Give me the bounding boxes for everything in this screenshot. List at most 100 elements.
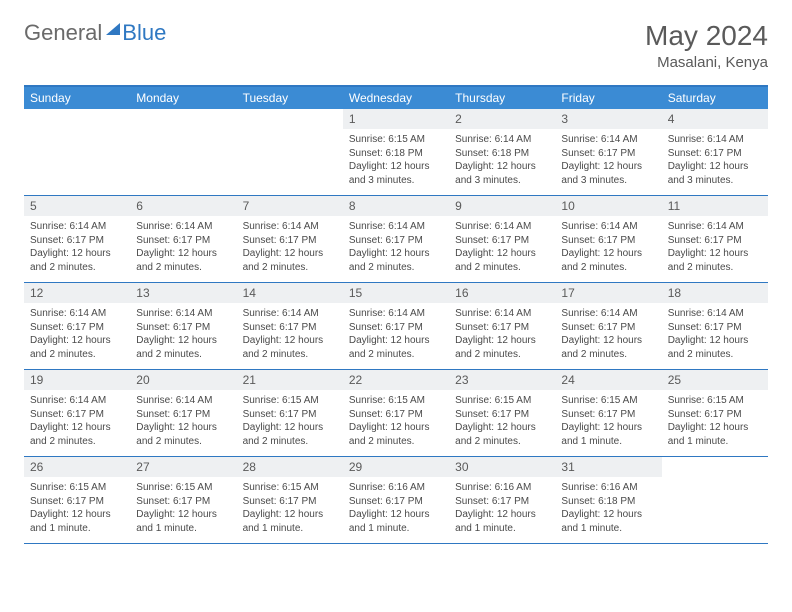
daylight-text: Daylight: 12 hours and 2 minutes. (349, 334, 443, 361)
sunrise-text: Sunrise: 6:15 AM (349, 394, 443, 408)
sunset-text: Sunset: 6:17 PM (561, 321, 655, 335)
day-content: Sunrise: 6:14 AMSunset: 6:17 PMDaylight:… (555, 216, 661, 280)
sunrise-text: Sunrise: 6:14 AM (243, 307, 337, 321)
daylight-text: Daylight: 12 hours and 2 minutes. (455, 421, 549, 448)
sunset-text: Sunset: 6:17 PM (349, 234, 443, 248)
sunset-text: Sunset: 6:17 PM (668, 321, 762, 335)
day-cell: 21Sunrise: 6:15 AMSunset: 6:17 PMDayligh… (237, 370, 343, 456)
daylight-text: Daylight: 12 hours and 2 minutes. (455, 247, 549, 274)
sunrise-text: Sunrise: 6:14 AM (455, 307, 549, 321)
day-content: Sunrise: 6:14 AMSunset: 6:17 PMDaylight:… (662, 216, 768, 280)
day-number: 9 (449, 196, 555, 216)
daylight-text: Daylight: 12 hours and 2 minutes. (561, 247, 655, 274)
day-cell: 16Sunrise: 6:14 AMSunset: 6:17 PMDayligh… (449, 283, 555, 369)
sunrise-text: Sunrise: 6:14 AM (136, 307, 230, 321)
day-number: 1 (343, 109, 449, 129)
sunset-text: Sunset: 6:17 PM (455, 408, 549, 422)
daylight-text: Daylight: 12 hours and 2 minutes. (349, 247, 443, 274)
day-content: Sunrise: 6:14 AMSunset: 6:17 PMDaylight:… (555, 303, 661, 367)
sunrise-text: Sunrise: 6:14 AM (561, 307, 655, 321)
sunset-text: Sunset: 6:17 PM (243, 495, 337, 509)
week-row: 5Sunrise: 6:14 AMSunset: 6:17 PMDaylight… (24, 196, 768, 283)
day-number: 4 (662, 109, 768, 129)
day-cell: 27Sunrise: 6:15 AMSunset: 6:17 PMDayligh… (130, 457, 236, 543)
sunset-text: Sunset: 6:17 PM (349, 408, 443, 422)
logo-text-blue: Blue (122, 20, 166, 46)
day-cell: 24Sunrise: 6:15 AMSunset: 6:17 PMDayligh… (555, 370, 661, 456)
day-number: 10 (555, 196, 661, 216)
day-cell: 25Sunrise: 6:15 AMSunset: 6:17 PMDayligh… (662, 370, 768, 456)
day-number: 29 (343, 457, 449, 477)
sunset-text: Sunset: 6:18 PM (349, 147, 443, 161)
daylight-text: Daylight: 12 hours and 2 minutes. (668, 334, 762, 361)
day-content: Sunrise: 6:15 AMSunset: 6:17 PMDaylight:… (24, 477, 130, 541)
day-cell: 18Sunrise: 6:14 AMSunset: 6:17 PMDayligh… (662, 283, 768, 369)
weekday-sunday: Sunday (24, 87, 130, 109)
sunrise-text: Sunrise: 6:15 AM (30, 481, 124, 495)
sunrise-text: Sunrise: 6:15 AM (561, 394, 655, 408)
sunrise-text: Sunrise: 6:14 AM (136, 220, 230, 234)
sunrise-text: Sunrise: 6:14 AM (30, 220, 124, 234)
weekday-wednesday: Wednesday (343, 87, 449, 109)
sunset-text: Sunset: 6:17 PM (455, 495, 549, 509)
sunrise-text: Sunrise: 6:14 AM (668, 220, 762, 234)
day-cell: 31Sunrise: 6:16 AMSunset: 6:18 PMDayligh… (555, 457, 661, 543)
daylight-text: Daylight: 12 hours and 2 minutes. (561, 334, 655, 361)
day-content: Sunrise: 6:15 AMSunset: 6:17 PMDaylight:… (343, 390, 449, 454)
sunrise-text: Sunrise: 6:14 AM (668, 133, 762, 147)
day-number: 14 (237, 283, 343, 303)
day-number: 11 (662, 196, 768, 216)
daylight-text: Daylight: 12 hours and 1 minute. (136, 508, 230, 535)
day-number: 8 (343, 196, 449, 216)
day-content: Sunrise: 6:14 AMSunset: 6:17 PMDaylight:… (130, 216, 236, 280)
sunrise-text: Sunrise: 6:14 AM (243, 220, 337, 234)
sunset-text: Sunset: 6:17 PM (561, 234, 655, 248)
sunset-text: Sunset: 6:17 PM (243, 321, 337, 335)
sunrise-text: Sunrise: 6:14 AM (455, 220, 549, 234)
day-number: 20 (130, 370, 236, 390)
sunset-text: Sunset: 6:18 PM (455, 147, 549, 161)
day-cell: 29Sunrise: 6:16 AMSunset: 6:17 PMDayligh… (343, 457, 449, 543)
location-label: Masalani, Kenya (645, 54, 768, 71)
day-content: Sunrise: 6:14 AMSunset: 6:17 PMDaylight:… (237, 303, 343, 367)
title-block: May 2024 Masalani, Kenya (645, 20, 768, 71)
day-cell: 28Sunrise: 6:15 AMSunset: 6:17 PMDayligh… (237, 457, 343, 543)
day-number: 24 (555, 370, 661, 390)
sunset-text: Sunset: 6:17 PM (136, 321, 230, 335)
sunset-text: Sunset: 6:17 PM (243, 234, 337, 248)
day-number: 12 (24, 283, 130, 303)
day-content: Sunrise: 6:16 AMSunset: 6:18 PMDaylight:… (555, 477, 661, 541)
daylight-text: Daylight: 12 hours and 1 minute. (668, 421, 762, 448)
sunrise-text: Sunrise: 6:15 AM (243, 394, 337, 408)
day-content: Sunrise: 6:14 AMSunset: 6:17 PMDaylight:… (662, 129, 768, 193)
day-cell: 17Sunrise: 6:14 AMSunset: 6:17 PMDayligh… (555, 283, 661, 369)
sunset-text: Sunset: 6:17 PM (30, 408, 124, 422)
day-content: Sunrise: 6:14 AMSunset: 6:18 PMDaylight:… (449, 129, 555, 193)
weekday-monday: Monday (130, 87, 236, 109)
day-cell: 2Sunrise: 6:14 AMSunset: 6:18 PMDaylight… (449, 109, 555, 195)
sunrise-text: Sunrise: 6:14 AM (668, 307, 762, 321)
day-number: 2 (449, 109, 555, 129)
day-number: 19 (24, 370, 130, 390)
day-content: Sunrise: 6:14 AMSunset: 6:17 PMDaylight:… (555, 129, 661, 193)
day-cell: 13Sunrise: 6:14 AMSunset: 6:17 PMDayligh… (130, 283, 236, 369)
day-content: Sunrise: 6:14 AMSunset: 6:17 PMDaylight:… (343, 303, 449, 367)
day-cell: 3Sunrise: 6:14 AMSunset: 6:17 PMDaylight… (555, 109, 661, 195)
sunset-text: Sunset: 6:17 PM (668, 234, 762, 248)
sunset-text: Sunset: 6:17 PM (668, 408, 762, 422)
day-cell: 12Sunrise: 6:14 AMSunset: 6:17 PMDayligh… (24, 283, 130, 369)
day-cell: 14Sunrise: 6:14 AMSunset: 6:17 PMDayligh… (237, 283, 343, 369)
day-cell-blank (24, 109, 130, 195)
day-number: 28 (237, 457, 343, 477)
sunset-text: Sunset: 6:17 PM (30, 495, 124, 509)
day-cell: 26Sunrise: 6:15 AMSunset: 6:17 PMDayligh… (24, 457, 130, 543)
daylight-text: Daylight: 12 hours and 3 minutes. (561, 160, 655, 187)
sunset-text: Sunset: 6:17 PM (30, 234, 124, 248)
daylight-text: Daylight: 12 hours and 1 minute. (561, 508, 655, 535)
weekday-saturday: Saturday (662, 87, 768, 109)
day-number: 7 (237, 196, 343, 216)
day-content: Sunrise: 6:14 AMSunset: 6:17 PMDaylight:… (449, 216, 555, 280)
daylight-text: Daylight: 12 hours and 1 minute. (455, 508, 549, 535)
day-number: 5 (24, 196, 130, 216)
day-content: Sunrise: 6:14 AMSunset: 6:17 PMDaylight:… (24, 303, 130, 367)
